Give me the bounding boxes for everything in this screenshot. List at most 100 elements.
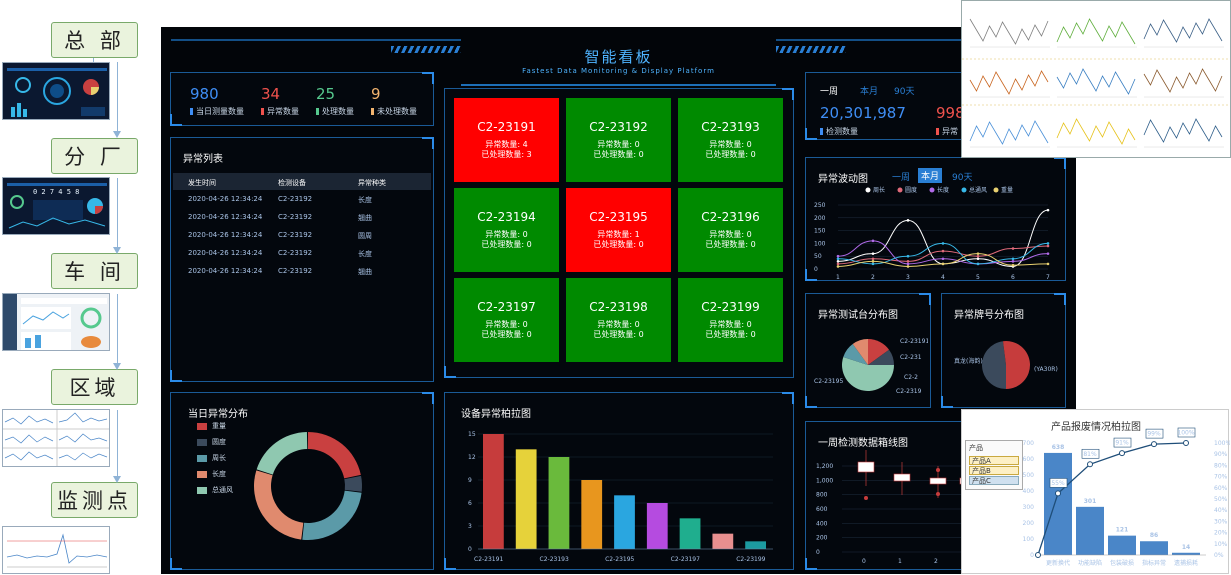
tab-week[interactable]: 一周 [820, 87, 839, 97]
slicer-item-a[interactable]: 产品A [969, 456, 1019, 465]
area-charts-thumbnail[interactable] [2, 409, 110, 467]
level-branch-factory[interactable]: 分 厂 [51, 138, 138, 174]
stat-measured-value: 980 [190, 85, 219, 103]
y-tick-label: 300 [1023, 504, 1035, 511]
device-handled-count: 已处理数量: 0 [593, 240, 644, 249]
line-charts-grid-thumbnail[interactable] [961, 0, 1231, 158]
stat-abnormal-value: 34 [261, 85, 281, 103]
bar-value-label: 638 [1052, 444, 1065, 451]
monitoring-point-chart-thumbnail[interactable] [2, 526, 110, 574]
series-point [906, 262, 910, 266]
header-stripe-left [391, 46, 461, 53]
legend-item[interactable]: 圆度 [197, 437, 226, 447]
device-handled-count: 已处理数量: 0 [705, 330, 756, 339]
test-station-panel: 异常测试台分布图 C2-23191 C2-231 C2-23195 C2-2 C2-23… [805, 293, 931, 408]
product-slicer[interactable]: 产品 产品A 产品B 产品C [965, 440, 1023, 490]
slicer-item-c[interactable]: 产品C [969, 476, 1019, 485]
y-tick-label: 50 [814, 253, 822, 260]
smart-dashboard: 智能看板 Fastest Data Monitoring & Display P… [161, 27, 1076, 574]
workshop-dashboard-thumbnail[interactable] [2, 293, 110, 351]
svg-text:0 2 7 4 5 8: 0 2 7 4 5 8 [33, 188, 79, 196]
fluct-tab-month[interactable]: 本月 [918, 168, 943, 183]
pie-slice [868, 349, 894, 365]
branch-dashboard-thumbnail[interactable]: 0 2 7 4 5 8 [2, 177, 110, 235]
y-tick-label: 600 [1023, 456, 1035, 463]
series-line [1143, 68, 1223, 93]
series-point [976, 254, 980, 258]
legend-item[interactable]: 周长 [197, 453, 226, 463]
series-line [1143, 118, 1223, 143]
device-tile[interactable]: C2-23192 异常数量: 0 已处理数量: 0 [566, 98, 671, 182]
bar [1140, 541, 1168, 555]
device-abnormal-count: 异常数量: 0 [485, 230, 528, 239]
outlier-point [864, 496, 868, 500]
device-tile[interactable]: C2-23198 异常数量: 0 已处理数量: 0 [566, 278, 671, 362]
label-box [1113, 437, 1132, 448]
legend-label: 长度 [212, 470, 226, 478]
series-point [976, 257, 980, 261]
y-tick-label: 200 [814, 215, 826, 222]
y2-tick-label: 90% [1214, 451, 1228, 458]
legend-item[interactable]: 总通风 [197, 485, 233, 495]
device-tile[interactable]: C2-23191 异常数量: 4 已处理数量: 3 [454, 98, 559, 182]
device-handled-count: 已处理数量: 0 [705, 150, 756, 159]
fluct-tab-90days[interactable]: 90天 [952, 173, 973, 183]
donut-slice [344, 475, 362, 492]
device-tile[interactable]: C2-23197 异常数量: 0 已处理数量: 0 [454, 278, 559, 362]
box-body [893, 473, 911, 482]
level-workshop[interactable]: 车 间 [51, 253, 138, 289]
device-tile[interactable]: C2-23193 异常数量: 0 已处理数量: 0 [678, 98, 783, 182]
bar-value-label: 121 [1116, 527, 1129, 534]
series-line [1143, 18, 1223, 43]
row-time: 2020-04-26 12:34:24 [188, 213, 263, 221]
series-point [871, 262, 875, 266]
series-point [1011, 257, 1015, 261]
series-point [1011, 263, 1015, 267]
level-monitoring-point[interactable]: 监测点 [51, 482, 138, 518]
pie-slice [842, 356, 894, 391]
cumulative-pct-label: 99% [1147, 431, 1161, 438]
device-tile[interactable]: C2-23199 异常数量: 0 已处理数量: 0 [678, 278, 783, 362]
legend-label: 圆度 [212, 438, 226, 446]
series-point [1046, 262, 1050, 266]
bar [515, 449, 537, 549]
y-tick-label: 600 [816, 506, 828, 513]
device-tile[interactable]: C2-23194 异常数量: 0 已处理数量: 0 [454, 188, 559, 272]
series-point [836, 257, 840, 261]
tab-month[interactable]: 本月 [860, 87, 879, 97]
bar [1108, 535, 1136, 555]
level-area[interactable]: 区域 [51, 369, 138, 405]
outlier-point [936, 492, 940, 496]
row-type: 圆周 [358, 232, 372, 240]
daily-distribution-panel: 当日异常分布 重量 圆度 周长 长度 总通风 [170, 392, 434, 570]
x-tick-label: 1 [836, 274, 840, 281]
y2-tick-label: 40% [1214, 507, 1228, 514]
legend-item[interactable]: 长度 [197, 469, 226, 479]
arrow-icon [113, 247, 121, 254]
cumulative-point [1183, 440, 1189, 446]
bar-value-label: 301 [1084, 498, 1097, 505]
legend-item[interactable]: 重量 [197, 421, 226, 431]
slicer-item-b[interactable]: 产品B [969, 466, 1019, 475]
series-line [969, 70, 1049, 95]
stat-measured-label: 当日测量数量 [190, 106, 244, 117]
device-tile[interactable]: C2-23196 异常数量: 0 已处理数量: 0 [678, 188, 783, 272]
header-line-left [171, 39, 461, 41]
bar [712, 533, 734, 549]
row-time: 2020-04-26 12:34:24 [188, 267, 263, 275]
pie-label: (YA30R) [1034, 366, 1058, 373]
stat-unhandled-label: 未处理数量 [371, 106, 417, 117]
cumulative-point [1087, 461, 1093, 468]
device-name: C2-23191 [477, 120, 536, 134]
level-headquarters[interactable]: 总 部 [51, 22, 138, 58]
device-tile[interactable]: C2-23195 异常数量: 1 已处理数量: 0 [566, 188, 671, 272]
tab-90days[interactable]: 90天 [894, 87, 915, 97]
cumulative-label: 91% [1113, 437, 1132, 448]
row-device: C2-23192 [278, 249, 313, 257]
fluct-tab-week[interactable]: 一周 [892, 173, 911, 183]
donut-slice [308, 432, 361, 479]
headquarters-dashboard-thumbnail[interactable] [2, 62, 110, 120]
bar [581, 480, 603, 549]
row-time: 2020-04-26 12:34:24 [188, 195, 263, 203]
boxplot-title: 一周检测数据箱线图 [818, 438, 908, 449]
